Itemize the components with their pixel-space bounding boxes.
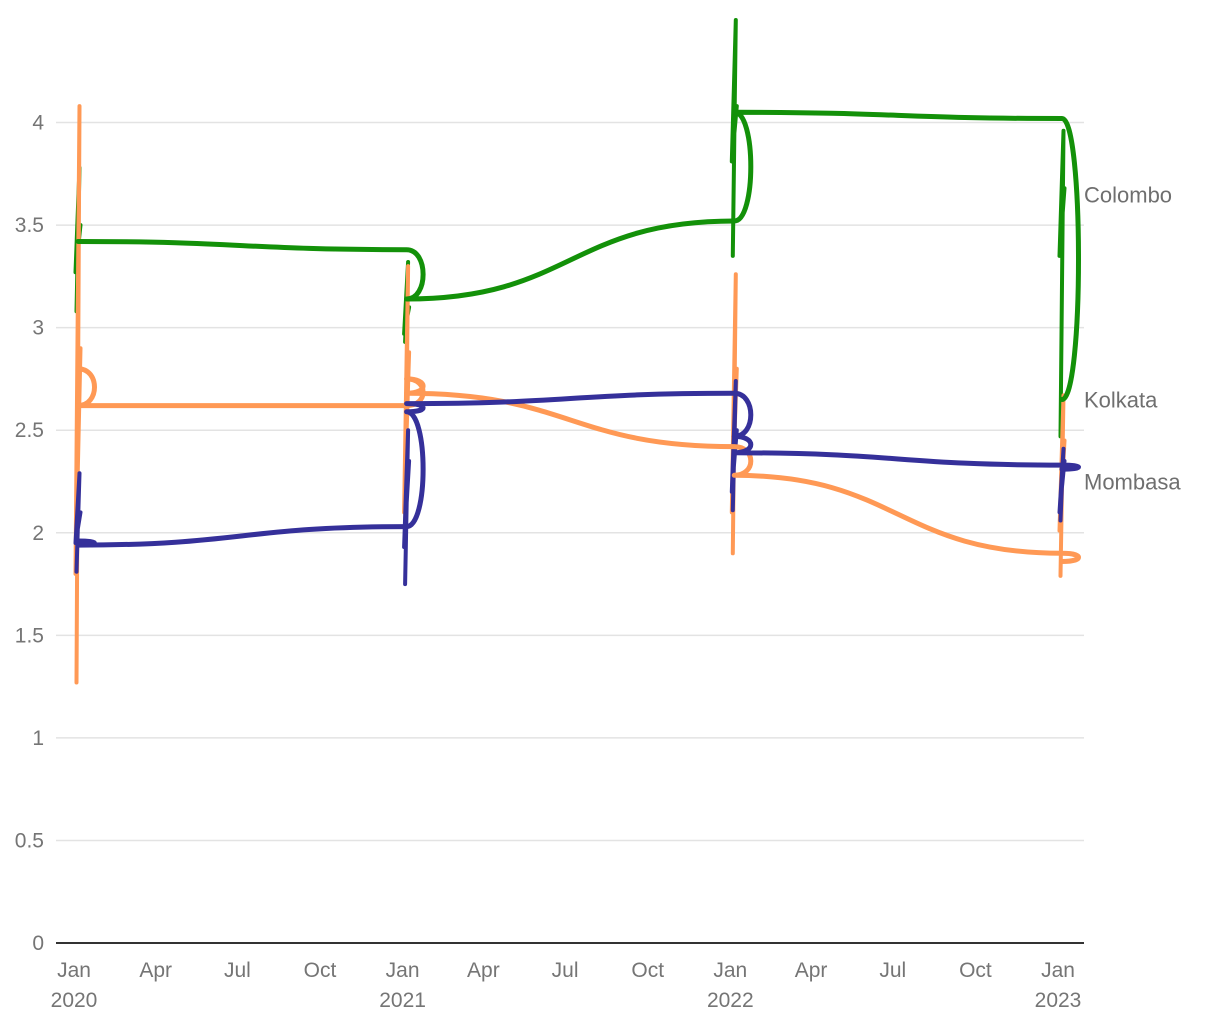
series-label-colombo: Colombo xyxy=(1084,182,1172,207)
y-tick-label: 2 xyxy=(32,522,44,545)
x-tick-label-month: Oct xyxy=(631,959,664,982)
x-tick-label-month: Apr xyxy=(795,959,828,982)
series-spike-colombo xyxy=(729,18,739,258)
series-spike-colombo xyxy=(1057,128,1067,439)
series-spike-kolkata xyxy=(73,104,83,685)
series-layer xyxy=(73,18,1081,685)
x-tick-label-month: Apr xyxy=(139,959,172,982)
x-tick-label-month: Oct xyxy=(304,959,337,982)
x-tick-label-year: 2020 xyxy=(51,989,98,1012)
x-tick-label-month: Jan xyxy=(57,959,91,982)
series-label-mombasa: Mombasa xyxy=(1084,470,1181,495)
x-tick-label-year: 2022 xyxy=(707,989,754,1012)
x-tick-label-month: Jul xyxy=(552,959,579,982)
series-line-colombo xyxy=(75,109,1081,402)
x-tick-label-year: 2023 xyxy=(1035,989,1082,1012)
x-tick-label-month: Apr xyxy=(467,959,500,982)
y-tick-label: 1 xyxy=(32,727,44,750)
series-spike-mombasa xyxy=(1057,446,1067,523)
y-tick-label: 0.5 xyxy=(15,829,44,852)
series-label-kolkata: Kolkata xyxy=(1084,387,1158,412)
x-tick-label-year: 2021 xyxy=(379,989,426,1012)
series-spike-mombasa xyxy=(402,428,412,587)
series-labels: Colombo Kolkata Mombasa xyxy=(1084,182,1181,494)
y-axis-ticks: 0 0.5 1 1.5 2 2.5 3 3.5 4 xyxy=(15,112,45,955)
y-tick-label: 3 xyxy=(32,317,44,340)
y-tick-label: 4 xyxy=(32,112,44,135)
grid-layer xyxy=(56,121,1084,944)
series-line-mombasa xyxy=(75,390,1081,548)
y-tick-label: 1.5 xyxy=(15,624,44,647)
y-tick-label: 3.5 xyxy=(15,214,44,237)
x-tick-label-month: Jan xyxy=(713,959,747,982)
x-tick-label-month: Jul xyxy=(224,959,251,982)
x-tick-label-month: Jan xyxy=(1041,959,1075,982)
series-spike-mombasa xyxy=(73,471,83,574)
y-tick-label: 2.5 xyxy=(15,419,44,442)
y-tick-label: 0 xyxy=(32,932,44,955)
x-tick-label-month: Jul xyxy=(879,959,906,982)
x-tick-label-month: Jan xyxy=(386,959,420,982)
x-axis-ticks: Jan 2020 Apr Jul Oct Jan 2021 Apr Jul Oct Jan 2022 A… xyxy=(51,959,1082,1012)
x-tick-label-month: Oct xyxy=(959,959,992,982)
